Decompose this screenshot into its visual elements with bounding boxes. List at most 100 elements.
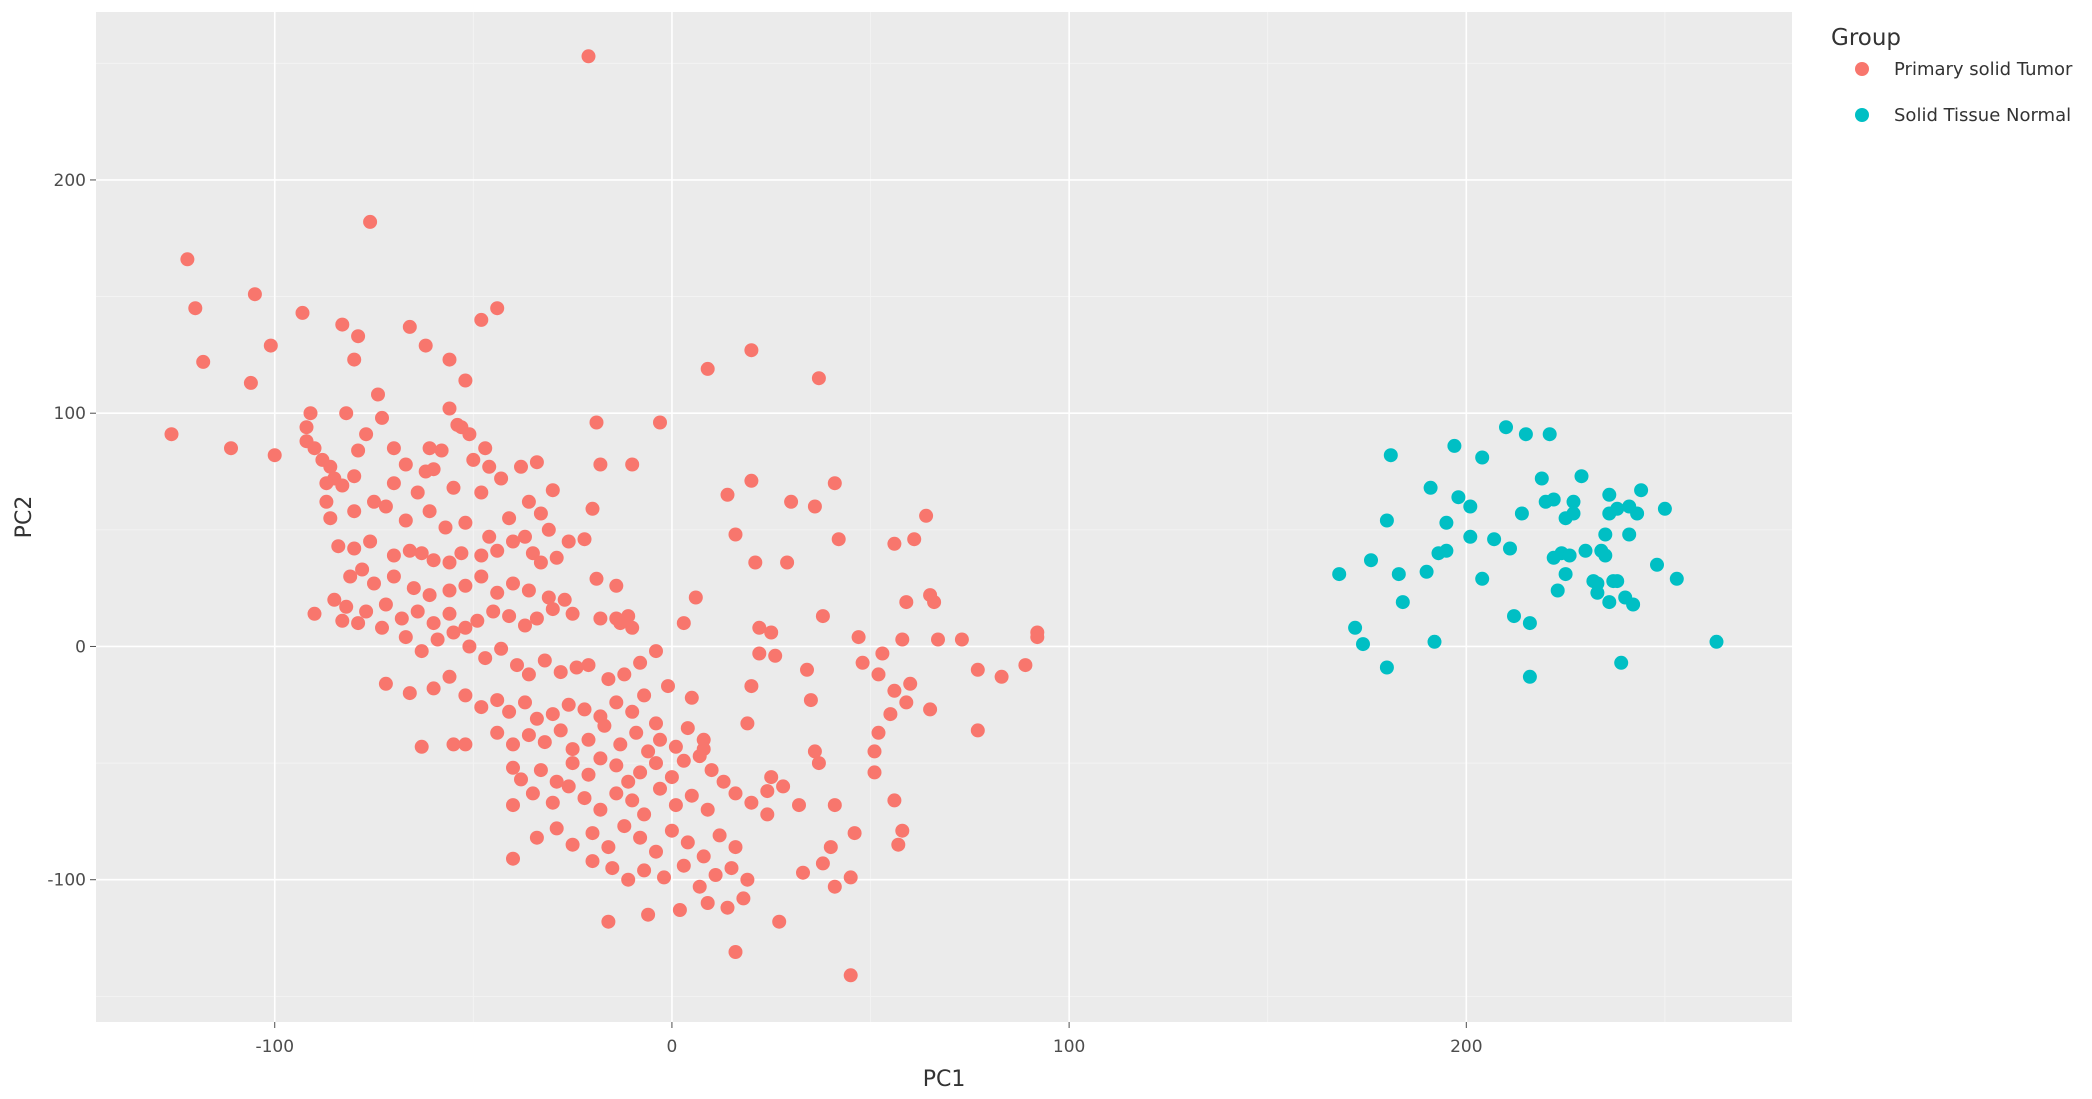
point-solid-tissue-normal [1514, 506, 1529, 521]
point-primary-solid-tumor [307, 606, 322, 621]
point-primary-solid-tumor [402, 319, 417, 334]
point-primary-solid-tumor [585, 854, 600, 869]
point-primary-solid-tumor [589, 415, 604, 430]
point-primary-solid-tumor [363, 534, 378, 549]
point-solid-tissue-normal [1574, 469, 1589, 484]
point-primary-solid-tumor [359, 604, 374, 619]
point-primary-solid-tumor [851, 630, 866, 645]
point-primary-solid-tumor [537, 653, 552, 668]
point-primary-solid-tumor [613, 737, 628, 752]
point-primary-solid-tumor [688, 590, 703, 605]
point-primary-solid-tumor [772, 914, 787, 929]
point-primary-solid-tumor [970, 662, 985, 677]
point-primary-solid-tumor [351, 443, 366, 458]
point-solid-tissue-normal [1499, 420, 1513, 435]
point-primary-solid-tumor [680, 721, 695, 736]
point-primary-solid-tumor [895, 823, 910, 838]
point-primary-solid-tumor [867, 744, 882, 759]
point-primary-solid-tumor [577, 791, 592, 806]
point-primary-solid-tumor [931, 632, 945, 647]
point-primary-solid-tumor [1030, 625, 1045, 640]
point-primary-solid-tumor [649, 644, 663, 659]
point-primary-solid-tumor [641, 907, 656, 922]
data-points [164, 49, 1724, 983]
point-solid-tissue-normal [1383, 448, 1398, 463]
point-primary-solid-tumor [728, 840, 743, 855]
point-primary-solid-tumor [784, 494, 799, 509]
legend-title: Group [1831, 25, 1901, 51]
point-solid-tissue-normal [1419, 564, 1434, 579]
point-primary-solid-tumor [875, 646, 890, 661]
y-tick-label: 100 [54, 404, 86, 424]
point-primary-solid-tumor [549, 550, 564, 565]
point-solid-tissue-normal [1598, 527, 1613, 542]
point-primary-solid-tumor [478, 441, 493, 456]
point-primary-solid-tumor [486, 604, 501, 619]
point-primary-solid-tumor [506, 798, 520, 813]
point-primary-solid-tumor [907, 532, 922, 547]
point-primary-solid-tumor [720, 900, 735, 915]
point-primary-solid-tumor [545, 707, 560, 722]
point-primary-solid-tumor [446, 737, 461, 752]
point-primary-solid-tumor [752, 620, 767, 635]
point-primary-solid-tumor [378, 499, 393, 514]
point-primary-solid-tumor [843, 968, 858, 983]
point-primary-solid-tumor [430, 632, 445, 647]
point-primary-solid-tumor [502, 704, 517, 719]
point-solid-tissue-normal [1622, 527, 1637, 542]
point-primary-solid-tumor [518, 618, 532, 633]
point-primary-solid-tumor [565, 756, 580, 771]
point-primary-solid-tumor [506, 576, 520, 591]
point-primary-solid-tumor [319, 476, 334, 491]
point-primary-solid-tumor [585, 826, 600, 841]
legend-label-primary-solid-tumor: Primary solid Tumor [1894, 59, 2073, 80]
point-primary-solid-tumor [744, 679, 759, 694]
point-primary-solid-tumor [307, 441, 322, 456]
point-primary-solid-tumor [700, 802, 715, 817]
point-primary-solid-tumor [748, 555, 763, 570]
point-primary-solid-tumor [426, 616, 441, 631]
point-primary-solid-tumor [367, 576, 381, 591]
legend: Group Primary solid Tumor Solid Tissue N… [1831, 25, 2073, 126]
point-primary-solid-tumor [609, 758, 624, 773]
point-primary-solid-tumor [482, 529, 497, 544]
point-primary-solid-tumor [708, 868, 723, 882]
point-primary-solid-tumor [371, 387, 385, 402]
point-solid-tissue-normal [1379, 513, 1394, 528]
point-primary-solid-tumor [899, 595, 914, 610]
point-primary-solid-tumor [414, 546, 429, 561]
point-primary-solid-tumor [506, 851, 520, 866]
point-primary-solid-tumor [871, 725, 886, 740]
point-primary-solid-tumor [633, 830, 648, 845]
y-axis-title: PC2 [12, 496, 37, 539]
point-primary-solid-tumor [629, 725, 644, 740]
point-primary-solid-tumor [466, 452, 481, 467]
point-primary-solid-tumor [351, 616, 366, 631]
point-primary-solid-tumor [597, 718, 612, 733]
point-solid-tissue-normal [1463, 499, 1478, 514]
point-primary-solid-tumor [919, 508, 934, 523]
point-primary-solid-tumor [561, 779, 576, 794]
point-primary-solid-tumor [649, 716, 663, 731]
point-primary-solid-tumor [386, 548, 401, 563]
point-primary-solid-tumor [398, 457, 413, 472]
point-primary-solid-tumor [815, 609, 830, 624]
point-primary-solid-tumor [490, 301, 505, 316]
point-primary-solid-tumor [458, 688, 473, 703]
point-solid-tissue-normal [1507, 609, 1521, 624]
point-primary-solid-tumor [728, 527, 743, 542]
point-primary-solid-tumor [792, 798, 806, 813]
point-primary-solid-tumor [180, 252, 195, 267]
point-primary-solid-tumor [609, 578, 624, 593]
point-primary-solid-tumor [649, 756, 663, 771]
point-primary-solid-tumor [426, 681, 441, 696]
point-solid-tissue-normal [1395, 595, 1410, 610]
point-primary-solid-tumor [247, 287, 262, 302]
point-primary-solid-tumor [327, 592, 342, 607]
point-primary-solid-tumor [577, 702, 592, 717]
point-solid-tissue-normal [1439, 543, 1454, 558]
point-primary-solid-tumor [553, 723, 568, 738]
point-primary-solid-tumor [692, 879, 707, 894]
x-tick-label: 0 [667, 1037, 678, 1057]
point-primary-solid-tumor [672, 903, 687, 917]
